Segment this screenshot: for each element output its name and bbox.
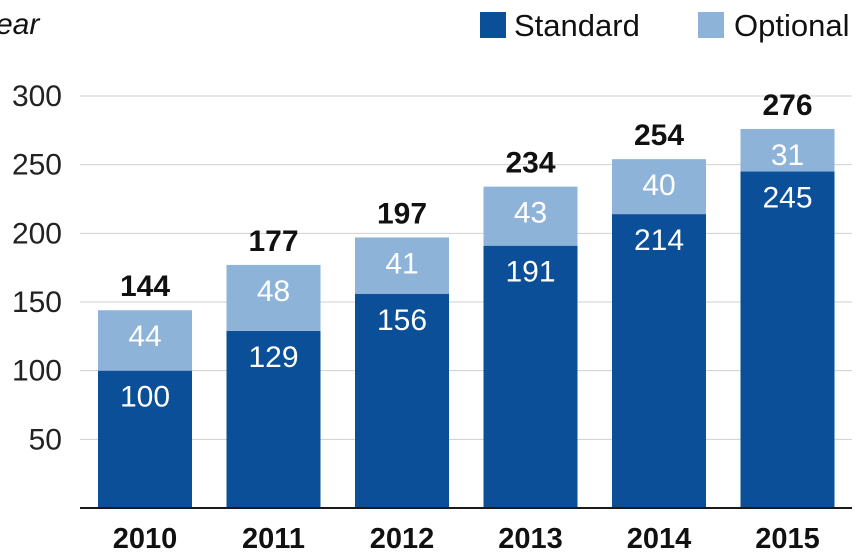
bar-standard-2015 (740, 171, 835, 509)
value-label-standard-2013: 191 (505, 256, 555, 289)
value-label-optional-2011: 48 (257, 275, 290, 308)
bars: 100 44 144 129 48 177 156 41 197 191 43 234 214 40 254… (98, 89, 835, 509)
x-tick-2013: 2013 (498, 523, 563, 552)
y-tick-300: 300 (12, 80, 62, 113)
bar-optional-2013 (483, 186, 578, 246)
x-tick-2015: 2015 (755, 523, 820, 552)
value-label-optional-2012: 41 (385, 247, 418, 280)
total-label-2010: 144 (120, 270, 170, 303)
y-tick-50: 50 (29, 423, 62, 456)
x-axis: 2010 2011 2012 2013 2014 2015 (113, 523, 820, 552)
x-tick-2011: 2011 (242, 523, 305, 552)
bar-optional-2012 (355, 237, 449, 294)
bar-optional-2011 (226, 264, 321, 331)
x-tick-2012: 2012 (370, 523, 435, 552)
x-tick-2010: 2010 (113, 523, 178, 552)
total-label-2012: 197 (377, 197, 427, 230)
bar-standard-2012 (355, 293, 449, 508)
value-label-standard-2012: 156 (377, 304, 427, 337)
y-tick-150: 150 (12, 286, 62, 319)
legend-swatch-standard (480, 12, 506, 38)
grid-lines (80, 95, 852, 440)
y-axis: 50 100 150 200 250 300 (12, 80, 62, 456)
legend: Standard Optional (480, 8, 849, 43)
corner-label: ear (0, 8, 40, 41)
total-label-2014: 254 (634, 119, 684, 152)
y-tick-100: 100 (12, 355, 62, 388)
bar-standard-2011 (226, 330, 321, 508)
x-tick-2014: 2014 (627, 523, 692, 552)
bar-standard-2014 (612, 214, 706, 508)
value-label-standard-2011: 129 (248, 341, 298, 374)
value-label-optional-2010: 44 (128, 320, 161, 353)
value-label-optional-2013: 43 (514, 197, 547, 230)
value-label-optional-2015: 31 (771, 139, 804, 172)
y-tick-200: 200 (12, 217, 62, 250)
value-label-standard-2010: 100 (120, 381, 170, 414)
value-label-optional-2014: 40 (642, 169, 675, 202)
value-label-standard-2015: 245 (762, 182, 812, 215)
bar-standard-2013 (483, 245, 578, 508)
bar-optional-2010 (98, 310, 192, 371)
legend-label-standard: Standard (514, 8, 640, 43)
y-tick-250: 250 (12, 149, 62, 182)
total-label-2013: 234 (505, 147, 555, 180)
bar-optional-2014 (612, 159, 706, 215)
bar-standard-2010 (98, 370, 192, 508)
value-label-standard-2014: 214 (634, 224, 684, 257)
legend-label-optional: Optional (734, 8, 849, 43)
total-label-2011: 177 (248, 225, 298, 258)
total-label-2015: 276 (762, 89, 812, 122)
legend-swatch-optional (698, 12, 724, 38)
bar-optional-2015 (740, 128, 835, 172)
